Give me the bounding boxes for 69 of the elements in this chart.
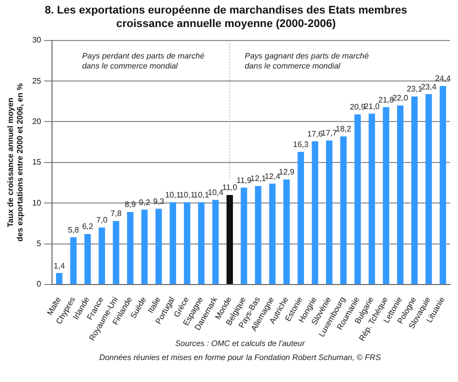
bar <box>254 186 262 284</box>
data-label: 5,8 <box>68 225 80 234</box>
bar <box>84 234 91 284</box>
data-label: 10,1 <box>165 190 182 200</box>
bar <box>112 220 120 284</box>
y-tick-label: 10 <box>32 198 42 208</box>
bar <box>340 136 347 284</box>
bar <box>70 237 77 284</box>
data-label: 17,7 <box>321 128 338 138</box>
data-label: 16,3 <box>293 140 310 150</box>
y-axis-title: Taux de croissance annuel moyen des exportations entre 2000 et 2006, en % <box>6 83 25 242</box>
bar <box>368 114 376 284</box>
y-tick-label: 15 <box>32 158 42 167</box>
data-label: 1,4 <box>54 261 66 270</box>
source-note: Sources : OMC et calculs de l'auteur <box>175 339 306 348</box>
annotation: Pays gagnant des parts de marché dans le commerce mondial <box>244 52 370 71</box>
bar <box>397 105 404 284</box>
bar <box>198 202 205 284</box>
bar <box>298 152 304 284</box>
bar <box>240 188 248 284</box>
data-label: 11,0 <box>222 183 238 192</box>
y-tick-label: 5 <box>36 238 42 248</box>
bar <box>226 194 233 284</box>
bar <box>98 228 106 284</box>
bar <box>155 208 162 284</box>
data-label: 23,4 <box>420 82 438 92</box>
y-tick-label: 25 <box>32 76 42 86</box>
data-label: 9,3 <box>153 196 165 206</box>
bar <box>170 202 176 284</box>
data-label: 10,1 <box>179 190 196 200</box>
data-label: 17,6 <box>307 129 324 138</box>
bar <box>127 212 134 284</box>
data-label: 18,2 <box>336 124 352 134</box>
y-tick-label: 0 <box>36 280 42 289</box>
bar <box>382 107 390 284</box>
bar <box>56 273 62 284</box>
data-label: 21,0 <box>364 102 380 111</box>
data-label: 20,9 <box>350 102 366 112</box>
text: Données réunies et mises en forme pour la Fondation Robert Schuman, © FRS <box>99 353 382 362</box>
chart-title: 8. Les exportations européenne de marchandises des Etats membres croissance annuelle moyenne (2000-2006) <box>44 4 408 30</box>
data-label: 11,9 <box>236 176 252 185</box>
data-label: 21,8 <box>378 95 394 104</box>
bar <box>269 184 276 284</box>
data-label: 6,2 <box>82 222 94 232</box>
bar <box>212 200 219 284</box>
bar <box>440 86 446 284</box>
bar <box>141 210 148 284</box>
y-tick-label: 30 <box>32 36 42 45</box>
bar <box>411 96 418 284</box>
bar <box>354 114 361 284</box>
data-label: 7,8 <box>110 209 122 218</box>
data-label: 10,1 <box>194 190 210 200</box>
data-label: 24,4 <box>435 74 452 84</box>
bar <box>283 180 290 284</box>
bar <box>312 141 318 284</box>
data-label: 12,4 <box>264 172 281 181</box>
bar <box>326 140 332 284</box>
data-label: 9,2 <box>138 198 151 207</box>
bar <box>425 94 432 284</box>
data-label: 22,0 <box>392 94 409 103</box>
annotation: Pays perdant des parts de marché dans le commerce mondial <box>82 52 205 71</box>
data-label: 12,9 <box>278 168 295 177</box>
data-label: 12,1 <box>250 174 266 184</box>
data-label: 8,9 <box>124 200 136 210</box>
bar <box>184 202 190 284</box>
data-label: 7,0 <box>96 216 108 225</box>
data-label: 10,4 <box>208 188 224 198</box>
data-label: 23,1 <box>406 84 423 94</box>
y-tick-label: 20 <box>32 116 42 126</box>
